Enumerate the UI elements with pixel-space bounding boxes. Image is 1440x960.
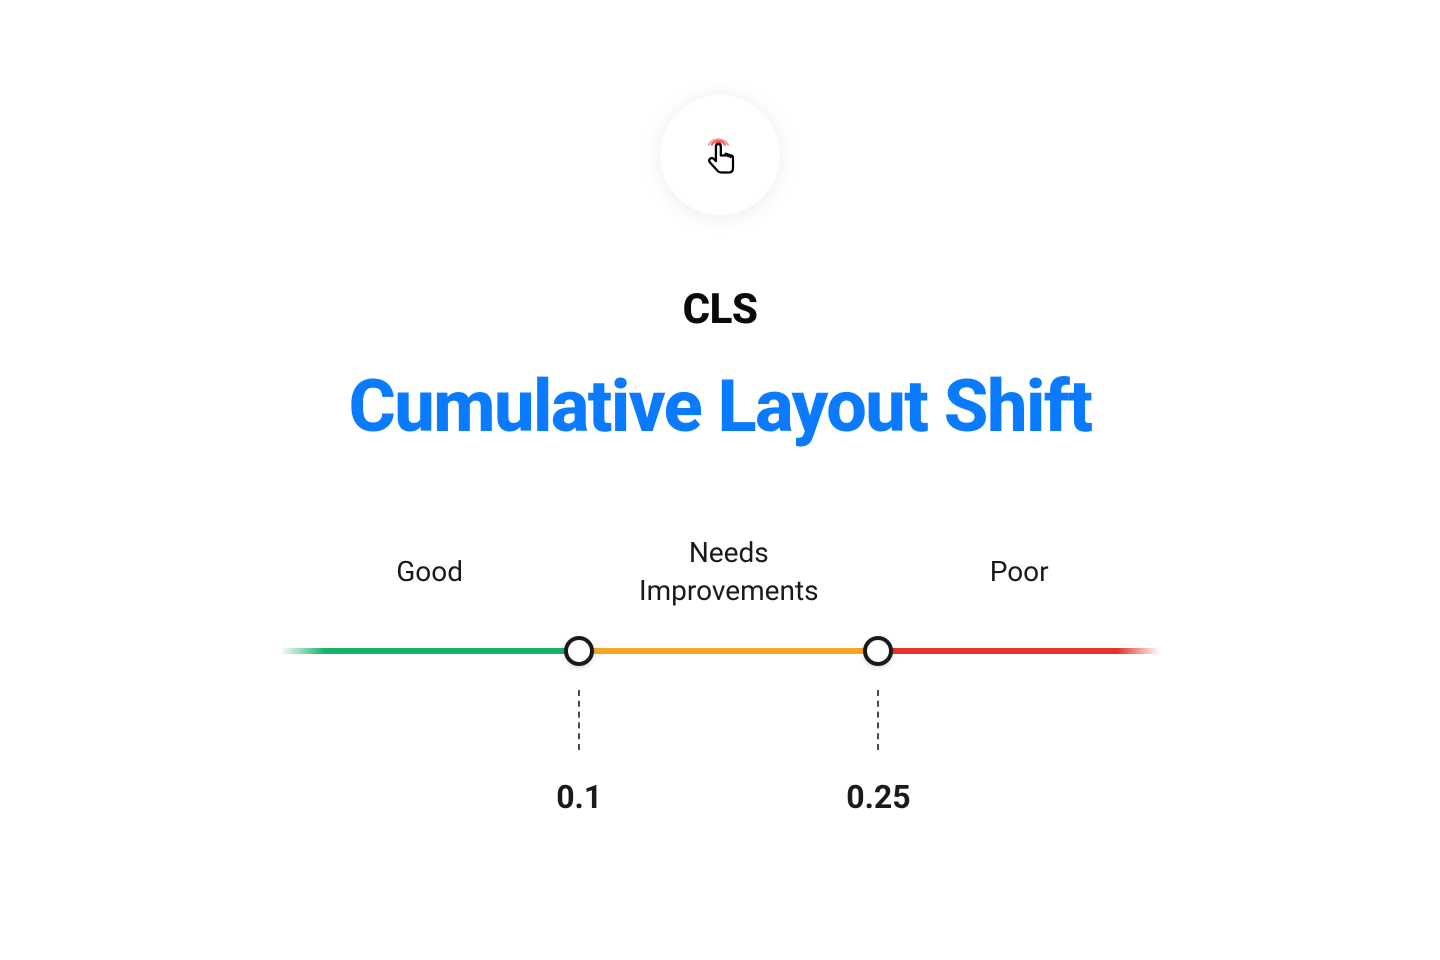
threshold-gauge: Good NeedsImprovements Poor 0.1 0.25 [280, 534, 1160, 654]
touch-tap-icon [694, 127, 746, 183]
threshold-dashed-line-2 [877, 690, 879, 750]
metric-icon-container [660, 95, 780, 215]
metric-abbreviation: CLS [683, 285, 758, 334]
segment-label-good: Good [280, 534, 579, 610]
metric-full-title: Cumulative Layout Shift [349, 364, 1092, 449]
bar-segment-poor [878, 648, 1160, 654]
threshold-value-2: 0.25 [846, 778, 910, 816]
threshold-marker-2 [863, 636, 893, 666]
segment-label-needs-improvements: NeedsImprovements [579, 534, 878, 610]
bar-segment-good [280, 648, 579, 654]
segment-labels-row: Good NeedsImprovements Poor [280, 534, 1160, 610]
bar-segment-needs [579, 648, 878, 654]
gauge-bar-track: 0.1 0.25 [280, 648, 1160, 654]
threshold-dashed-line-1 [578, 690, 580, 750]
threshold-marker-1 [564, 636, 594, 666]
segment-label-poor: Poor [878, 534, 1160, 610]
threshold-value-1: 0.1 [556, 778, 602, 816]
